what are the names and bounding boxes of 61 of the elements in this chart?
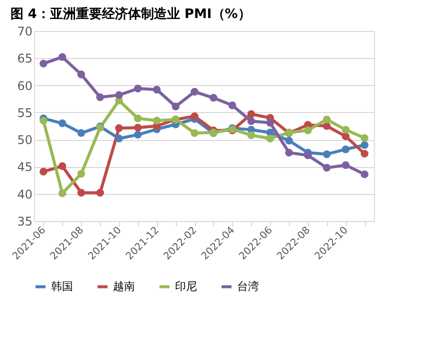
point [58,189,66,198]
point [77,129,86,137]
point [190,112,198,120]
point [96,93,104,102]
y-tick-label: 35 [17,214,32,228]
point [77,188,86,197]
legend-label: 印尼 [175,280,197,293]
point [304,126,312,134]
point [134,124,142,132]
point [304,151,312,160]
point [322,164,331,172]
y-tick-label: 55 [17,106,32,120]
point [342,161,350,169]
point [134,114,142,122]
point [266,134,274,142]
point [285,136,293,145]
point [96,188,104,197]
point [342,145,350,154]
point [247,131,256,140]
y-tick-label: 60 [17,78,32,93]
point [172,102,180,110]
point [360,141,368,149]
y-tick-label: 70 [17,24,32,38]
y-tick-label: 45 [17,160,32,174]
point [77,170,86,178]
point [360,150,368,158]
point [247,110,256,118]
point [322,116,331,124]
point [115,134,123,142]
legend-label: 韩国 [51,280,73,293]
point [152,116,161,124]
point [152,86,161,94]
point [210,94,218,102]
y-tick-label: 50 [17,133,32,148]
point [115,124,123,132]
point [342,132,350,140]
point [134,84,142,92]
y-tick-label: 65 [17,52,32,66]
point [40,168,48,176]
point [77,70,86,78]
point [322,122,331,130]
legend-label: 台湾 [237,280,259,293]
point [58,162,66,170]
legend-label: 越南 [113,280,135,293]
point [190,88,198,96]
point [342,126,350,134]
point [115,91,123,99]
point [266,118,274,127]
point [190,129,198,137]
point [58,119,66,128]
point [247,117,256,125]
point [360,170,368,178]
point [58,53,66,61]
point [360,134,368,142]
y-tick-label: 40 [17,187,32,202]
point [40,60,48,68]
point [322,150,331,158]
point [285,148,293,156]
point [228,102,236,110]
chart-title: 图 4：亚洲重要经济体制造业 PMI（%） [10,6,251,22]
point [134,130,142,139]
